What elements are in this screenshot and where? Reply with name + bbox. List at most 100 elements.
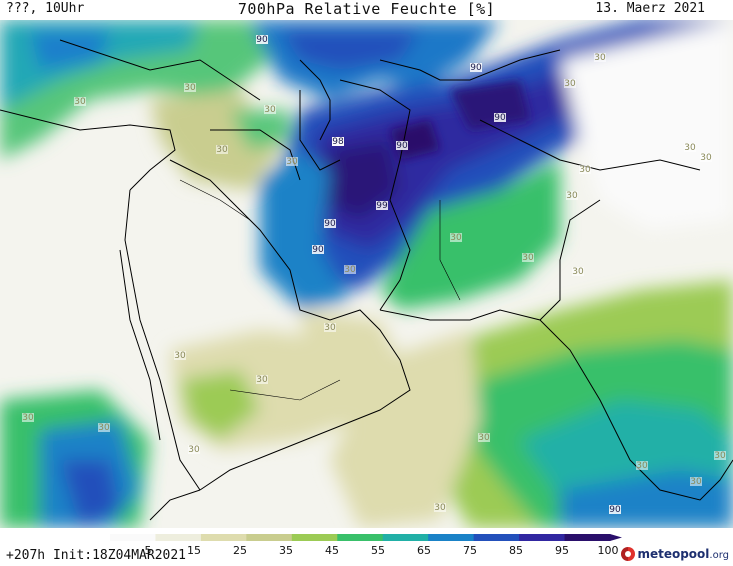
colorbar-segment: [110, 534, 156, 541]
svg-text:30: 30: [478, 433, 490, 443]
svg-text:30: 30: [22, 413, 34, 423]
contour-label: 99: [376, 201, 388, 211]
svg-text:30: 30: [98, 423, 110, 433]
colorbar-segment: [155, 534, 202, 541]
svg-text:30: 30: [216, 145, 228, 155]
colorbar-segment: [428, 534, 475, 541]
contour-label: 98: [332, 137, 344, 147]
contour-label: 30: [256, 375, 268, 385]
svg-text:90: 90: [609, 505, 621, 515]
colorbar-tick-label: 75: [463, 544, 477, 557]
svg-text:30: 30: [684, 143, 696, 153]
contour-label: 30: [636, 461, 648, 471]
svg-text:30: 30: [74, 97, 86, 107]
contour-label: 30: [174, 351, 186, 361]
svg-text:30: 30: [174, 351, 186, 361]
humidity-map: 9090909090909099989030303030303030303030…: [0, 20, 733, 528]
svg-text:30: 30: [264, 105, 276, 115]
contour-label: 30: [216, 145, 228, 155]
contour-label: 30: [188, 445, 200, 455]
contour-label: 30: [564, 79, 576, 89]
colorbar-tick-label: 95: [555, 544, 569, 557]
svg-text:30: 30: [522, 253, 534, 263]
svg-text:98: 98: [332, 137, 344, 147]
contour-label: 30: [22, 413, 34, 423]
contour-label: 30: [98, 423, 110, 433]
colorbar-tick-label: 25: [233, 544, 247, 557]
svg-text:30: 30: [324, 323, 336, 333]
contour-label: 30: [572, 267, 584, 277]
colorbar-end-arrow: [610, 534, 622, 541]
colorbar-tick-label: 100: [598, 544, 619, 557]
svg-text:30: 30: [690, 477, 702, 487]
colorbar-tick-label: 35: [279, 544, 293, 557]
contour-label: 30: [579, 165, 591, 175]
svg-text:30: 30: [256, 375, 268, 385]
svg-text:90: 90: [312, 245, 324, 255]
svg-text:90: 90: [256, 35, 268, 45]
coastlines-borders: [0, 39, 733, 521]
contour-label: 90: [312, 245, 324, 255]
contour-label: 30: [522, 253, 534, 263]
contour-label: 90: [396, 141, 408, 151]
humidity-field: [0, 20, 733, 528]
contour-label: 30: [184, 83, 196, 93]
contour-label: 90: [256, 35, 268, 45]
svg-text:30: 30: [700, 153, 712, 163]
colorbar-segment: [291, 534, 338, 541]
svg-text:30: 30: [450, 233, 462, 243]
contour-label: 30: [286, 157, 298, 167]
colorbar-tick-label: 5: [145, 544, 152, 557]
map-title: 700hPa Relative Feuchte [%]: [237, 0, 496, 18]
map-footer: 5 15 25 35 45 55 65 75 85 95 100 +207h Init:18Z04M…: [0, 528, 733, 566]
contour-label: 30: [690, 477, 702, 487]
svg-text:30: 30: [184, 83, 196, 93]
svg-text:99: 99: [376, 201, 388, 211]
svg-text:30: 30: [286, 157, 298, 167]
contour-label: 30: [684, 143, 696, 153]
forecast-time-label: ???, 10Uhr: [6, 1, 85, 16]
colorbar-segment: [200, 534, 247, 541]
forecast-date-label: 13. Maerz 2021: [595, 1, 705, 16]
svg-text:30: 30: [714, 451, 726, 461]
colorbar-tick-label: 45: [325, 544, 339, 557]
brand-logo: meteopool.org: [621, 545, 729, 563]
svg-text:90: 90: [494, 113, 506, 123]
svg-text:30: 30: [579, 165, 591, 175]
contour-label: 30: [344, 265, 356, 275]
brand-name: meteopool.org: [637, 547, 729, 561]
contour-label: 30: [478, 433, 490, 443]
contour-label: 90: [609, 505, 621, 515]
contour-label: 30: [434, 503, 446, 513]
contour-label: 90: [324, 219, 336, 229]
contour-label: 30: [74, 97, 86, 107]
meteopool-logo-icon: [621, 547, 636, 561]
colorbar-tick-label: 55: [371, 544, 385, 557]
svg-text:30: 30: [188, 445, 200, 455]
svg-text:30: 30: [344, 265, 356, 275]
colorbar-segment: [337, 534, 384, 541]
contour-labels: 9090909090909099989030303030303030303030…: [22, 35, 726, 515]
svg-text:30: 30: [594, 53, 606, 63]
svg-text:30: 30: [564, 79, 576, 89]
contour-label: 30: [566, 191, 578, 201]
contour-label: 30: [450, 233, 462, 243]
map-header: ???, 10Uhr 700hPa Relative Feuchte [%] 1…: [0, 0, 733, 20]
contour-label: 30: [714, 451, 726, 461]
colorbar-tick-label: 65: [417, 544, 431, 557]
colorbar-tick-label: 85: [509, 544, 523, 557]
colorbar-segment: [382, 534, 429, 541]
colorbar-segment: [246, 534, 293, 541]
contour-label: 30: [700, 153, 712, 163]
contour-label: 90: [494, 113, 506, 123]
model-init-label: +207h Init:18Z04MAR2021: [6, 548, 187, 563]
colorbar-legend: 5 15 25 35 45 55 65 75 85 95 100: [110, 534, 622, 557]
svg-text:90: 90: [470, 63, 482, 73]
svg-text:30: 30: [572, 267, 584, 277]
contour-label: 30: [324, 323, 336, 333]
svg-text:30: 30: [636, 461, 648, 471]
svg-text:90: 90: [396, 141, 408, 151]
contour-label: 30: [594, 53, 606, 63]
colorbar-tick-label: 15: [187, 544, 201, 557]
colorbar-segment: [473, 534, 520, 541]
